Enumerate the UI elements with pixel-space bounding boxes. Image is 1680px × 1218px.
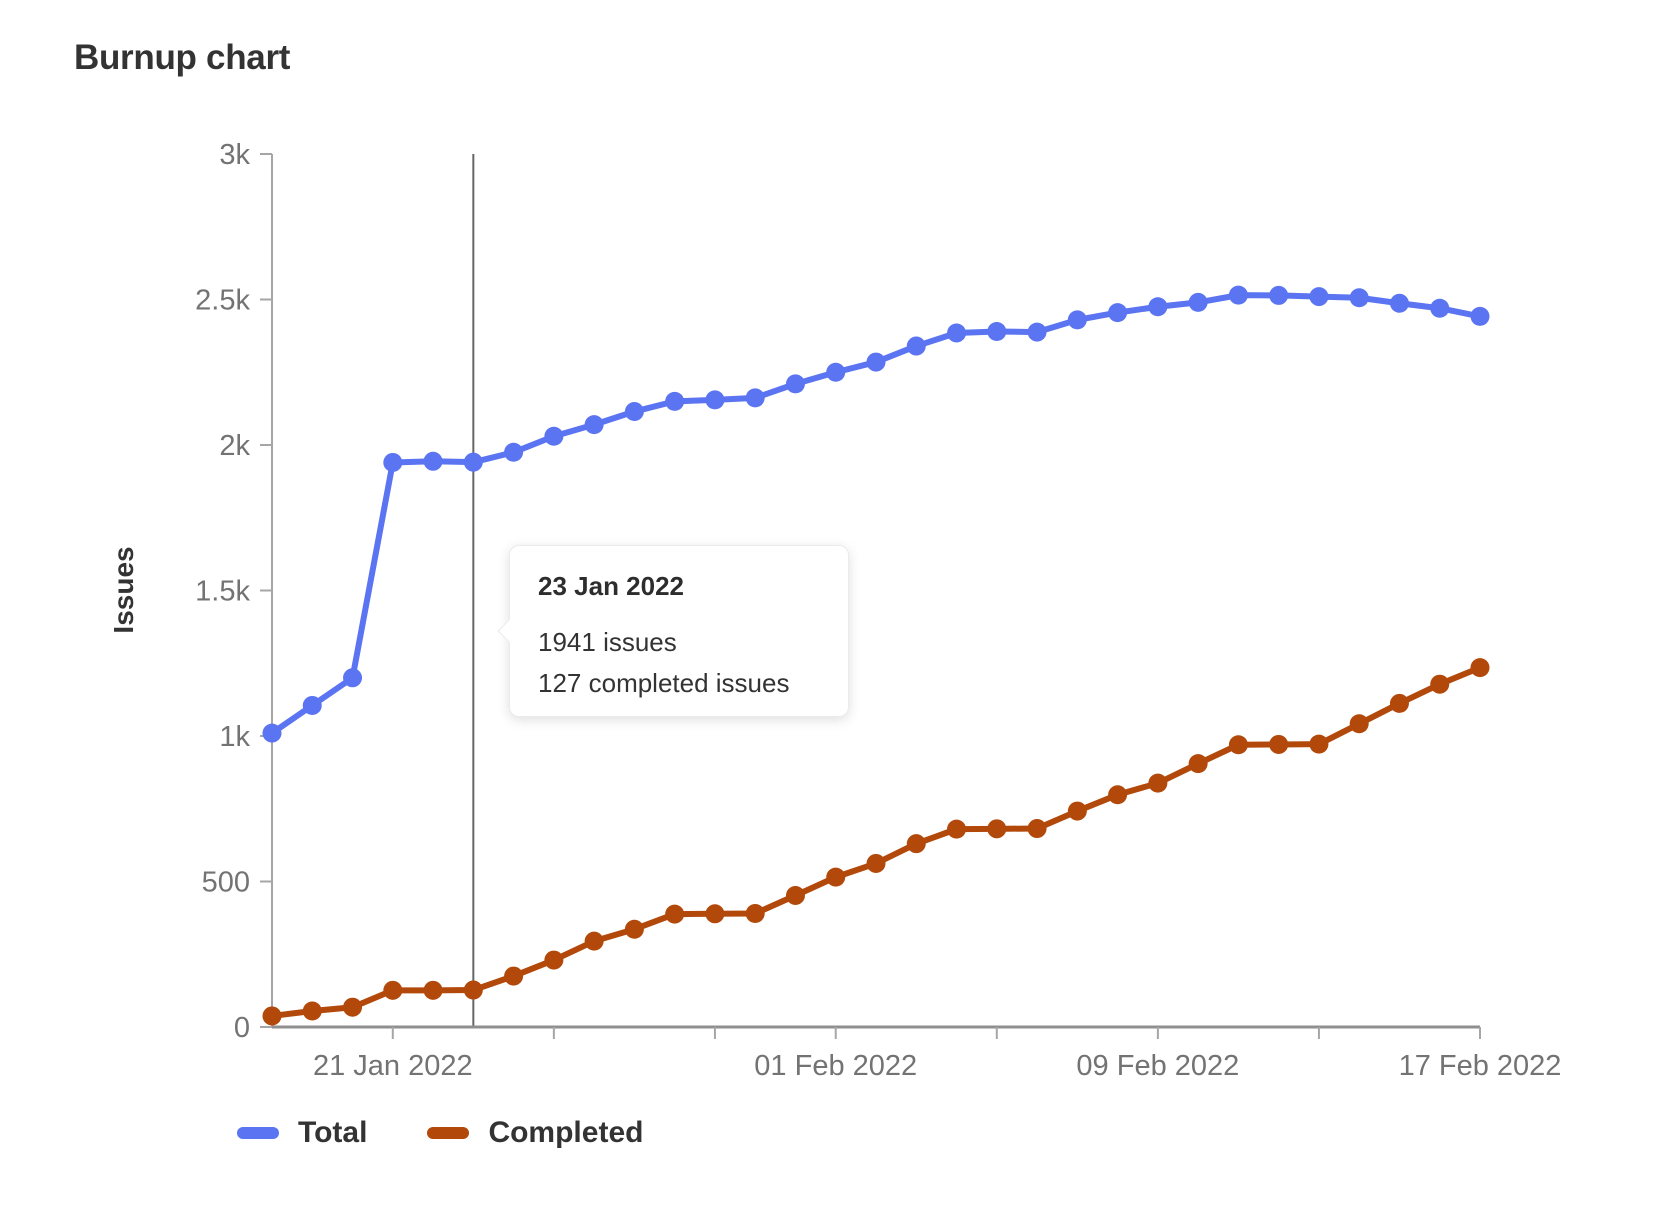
data-point-total[interactable] xyxy=(1309,287,1329,307)
page-title: Burnup chart xyxy=(74,38,291,77)
data-point-total[interactable] xyxy=(262,723,282,743)
completed-series-swatch-icon xyxy=(427,1127,470,1139)
y-axis-tick-label: 1k xyxy=(219,721,250,753)
data-point-completed[interactable] xyxy=(1269,734,1289,754)
data-point-completed[interactable] xyxy=(785,885,805,905)
data-point-completed[interactable] xyxy=(1389,693,1409,713)
data-point-completed[interactable] xyxy=(1027,819,1047,839)
data-point-total[interactable] xyxy=(826,362,846,382)
data-point-total[interactable] xyxy=(1027,322,1047,342)
tooltip-date: 23 Jan 2022 xyxy=(538,571,685,601)
data-point-total[interactable] xyxy=(1269,285,1289,305)
x-axis-tick-label: 09 Feb 2022 xyxy=(1076,1050,1239,1082)
data-point-total[interactable] xyxy=(745,388,765,408)
data-point-completed[interactable] xyxy=(544,950,564,970)
data-point-completed[interactable] xyxy=(745,904,765,924)
data-point-completed[interactable] xyxy=(705,904,725,924)
data-point-completed[interactable] xyxy=(504,966,524,986)
data-point-total[interactable] xyxy=(705,390,725,410)
data-point-completed[interactable] xyxy=(1470,658,1490,678)
legend-label-total: Total xyxy=(298,1116,368,1149)
data-point-completed[interactable] xyxy=(302,1001,322,1021)
data-point-total[interactable] xyxy=(343,668,363,688)
data-point-total[interactable] xyxy=(665,391,685,411)
data-point-completed[interactable] xyxy=(1148,773,1168,793)
data-point-completed[interactable] xyxy=(987,819,1007,839)
burnup-chart-canvas: 0 500 1k 1.5k 2k 2.5k 3k 21 Jan 2022 01 Feb 2022… xyxy=(108,139,1562,1082)
data-point-completed[interactable] xyxy=(624,919,644,939)
data-point-total[interactable] xyxy=(383,452,403,472)
data-point-total[interactable] xyxy=(987,322,1007,342)
data-point-completed[interactable] xyxy=(1309,734,1329,754)
data-point-total[interactable] xyxy=(1470,306,1490,326)
data-point-total[interactable] xyxy=(624,402,644,422)
data-point-total[interactable] xyxy=(866,352,886,372)
legend-item-completed[interactable]: Completed xyxy=(427,1116,643,1150)
data-point-total[interactable] xyxy=(423,451,443,471)
tooltip-completed-issues: 127 completed issues xyxy=(538,668,790,698)
data-point-completed[interactable] xyxy=(1108,785,1128,805)
y-axis-tick-label: 0 xyxy=(234,1012,250,1044)
y-axis-tick-label: 1.5k xyxy=(195,576,250,608)
data-point-total[interactable] xyxy=(1188,292,1208,312)
data-point-total[interactable] xyxy=(785,374,805,394)
total-series-swatch-icon xyxy=(237,1127,279,1139)
legend-label-completed: Completed xyxy=(488,1116,644,1149)
chart-tooltip: 23 Jan 2022 1941 issues 127 completed is… xyxy=(497,545,849,717)
data-point-total[interactable] xyxy=(1228,285,1248,305)
data-point-completed[interactable] xyxy=(906,834,926,854)
data-point-completed[interactable] xyxy=(866,853,886,873)
data-point-completed[interactable] xyxy=(584,931,604,951)
data-point-completed[interactable] xyxy=(826,867,846,887)
series-line-completed xyxy=(269,664,1483,1019)
x-axis-tick-label: 01 Feb 2022 xyxy=(754,1050,917,1082)
data-point-completed[interactable] xyxy=(262,1006,282,1026)
x-axis-tick-label: 21 Jan 2022 xyxy=(313,1050,473,1082)
data-point-completed[interactable] xyxy=(463,980,483,1000)
data-point-total[interactable] xyxy=(947,323,967,343)
data-point-total[interactable] xyxy=(1108,303,1128,323)
y-axis-tick-label: 2.5k xyxy=(195,285,250,317)
data-point-total[interactable] xyxy=(302,695,322,715)
y-axis-tick-label: 3k xyxy=(219,139,250,171)
data-point-completed[interactable] xyxy=(1228,735,1248,755)
y-axis-title: Issues xyxy=(108,546,139,633)
data-point-total[interactable] xyxy=(463,452,483,472)
data-point-total[interactable] xyxy=(1389,293,1409,313)
data-point-total[interactable] xyxy=(906,336,926,356)
legend-item-total[interactable]: Total xyxy=(237,1116,367,1150)
data-point-total[interactable] xyxy=(544,426,564,446)
chart-legend: Total Completed xyxy=(237,1116,643,1150)
data-point-completed[interactable] xyxy=(423,980,443,1000)
tooltip-total-issues: 1941 issues xyxy=(538,627,677,657)
data-point-total[interactable] xyxy=(1349,288,1369,308)
data-point-completed[interactable] xyxy=(1430,674,1450,694)
y-axis-tick-label: 500 xyxy=(202,867,250,899)
data-point-completed[interactable] xyxy=(343,997,363,1017)
data-point-completed[interactable] xyxy=(1067,801,1087,821)
data-point-total[interactable] xyxy=(584,415,604,435)
data-point-total[interactable] xyxy=(1148,297,1168,317)
data-point-total[interactable] xyxy=(504,442,524,462)
data-point-completed[interactable] xyxy=(383,980,403,1000)
data-point-completed[interactable] xyxy=(947,819,967,839)
y-axis-tick-label: 2k xyxy=(219,430,250,462)
data-point-total[interactable] xyxy=(1430,298,1450,318)
data-point-total[interactable] xyxy=(1067,310,1087,330)
data-point-completed[interactable] xyxy=(1349,714,1369,734)
x-axis-tick-label: 17 Feb 2022 xyxy=(1399,1050,1562,1082)
data-point-completed[interactable] xyxy=(665,904,685,924)
data-point-completed[interactable] xyxy=(1188,754,1208,774)
